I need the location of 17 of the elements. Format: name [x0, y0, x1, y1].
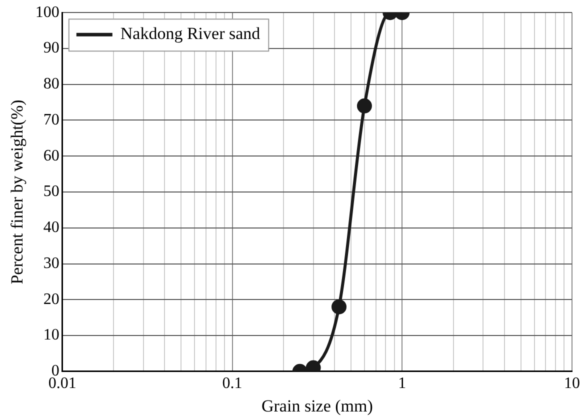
y-tick-label: 10	[43, 326, 60, 344]
y-tick-label: 70	[43, 111, 60, 128]
y-tick-label: 50	[43, 183, 60, 200]
y-axis-title: Percent finer by weight(%)	[8, 100, 27, 284]
y-tick-label: 40	[43, 219, 60, 236]
legend-label: Nakdong River sand	[120, 24, 261, 44]
y-tick-label: 30	[43, 254, 60, 272]
x-tick-label: 1	[398, 375, 406, 392]
y-tick-label: 60	[43, 147, 60, 164]
x-tick-label: 0.1	[222, 375, 242, 392]
y-tick-label: 100	[35, 4, 60, 21]
x-tick-label: 10	[564, 375, 580, 392]
y-tick-label: 90	[43, 40, 60, 57]
y-tick-label: 80	[43, 76, 60, 93]
x-tick-label: 0.01	[48, 375, 76, 392]
y-tick-label: 20	[43, 290, 60, 308]
x-axis-title: Grain size (mm)	[261, 396, 373, 416]
